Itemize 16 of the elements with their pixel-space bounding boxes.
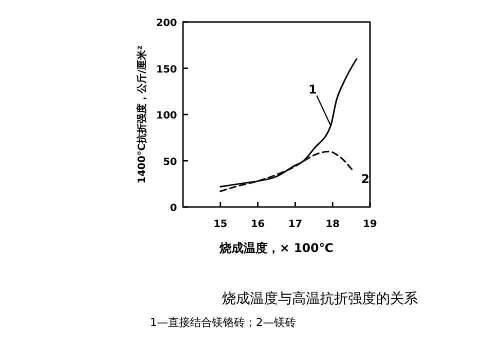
y-axis-title: 1400℃抗折强度，公斤/厘米²: [136, 46, 148, 184]
y-tick-label: 200: [156, 18, 178, 29]
text: 烧成温度与高温抗折强度的关系: [222, 291, 418, 307]
x-axis-title: 烧成温度，× 100℃: [218, 241, 334, 255]
x-tick-label: 19: [363, 219, 377, 230]
x-tick-label: 15: [213, 219, 228, 230]
series-label: 1: [308, 82, 317, 97]
y-tick-label: 150: [156, 64, 178, 76]
y-tick-label: 100: [156, 110, 178, 122]
x-tick-label: 17: [288, 219, 302, 230]
x-tick-label: 18: [326, 219, 340, 230]
series-label: 2: [361, 172, 370, 186]
y-tick-label: 50: [163, 156, 178, 168]
y-tick-label: 0: [170, 203, 178, 214]
x-tick-label: 16: [250, 219, 265, 230]
text: 1—直接结合镁铬砖；2—镁砖: [150, 316, 296, 329]
